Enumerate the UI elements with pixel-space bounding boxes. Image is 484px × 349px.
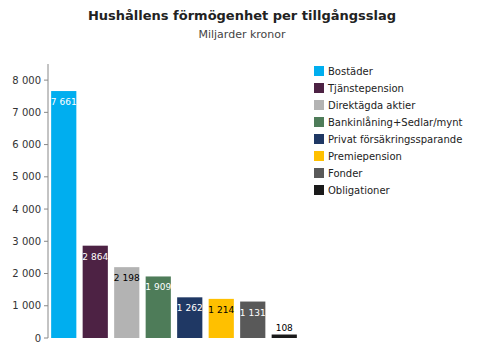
data-label: 2 198 [114, 273, 140, 283]
bar [146, 276, 171, 338]
data-label: 108 [276, 323, 293, 333]
y-tick-label: 7 000 [12, 107, 41, 118]
data-label: 1 909 [145, 282, 171, 292]
y-tick [44, 80, 48, 81]
legend-swatch [314, 117, 324, 127]
legend-swatch [314, 66, 324, 76]
legend-entry: Privat försäkringssparande [328, 134, 462, 145]
legend: Bostäder Tjänstepension Direktägda aktier B… [314, 66, 463, 196]
subtitle: Miljarder kronor [198, 28, 286, 41]
y-tick [44, 338, 48, 339]
data-label: 7 661 [51, 97, 77, 107]
bar [51, 91, 76, 338]
bar [114, 267, 139, 338]
bar [272, 335, 297, 338]
y-tick-label: 2 000 [12, 268, 41, 279]
data-label: 2 864 [82, 252, 108, 262]
legend-entry: Direktägda aktier [328, 100, 416, 111]
data-labels: 7 661 2 864 2 198 1 909 1 262 1 214 1 131 108 [51, 97, 293, 332]
y-tick-label: 5 000 [12, 171, 41, 182]
legend-swatch [314, 100, 324, 110]
legend-entry: Premiepension [328, 151, 402, 162]
y-tick [44, 241, 48, 242]
y-tick-label: 1 000 [12, 300, 41, 311]
data-label: 1 214 [208, 305, 234, 315]
legend-swatch [314, 168, 324, 178]
data-label: 1 262 [177, 303, 203, 313]
chart-container: Hushållens förmögenhet per tillgångsslag… [0, 0, 484, 349]
y-tick [44, 305, 48, 306]
legend-swatch [314, 185, 324, 195]
y-tick-label: 8 000 [12, 75, 41, 86]
y-axis: 0 1 000 2 000 3 000 4 000 5 000 6 000 7 000 8 00… [12, 64, 48, 344]
title: Hushållens förmögenhet per tillgångsslag [88, 8, 396, 23]
bar [209, 299, 234, 338]
y-tick [44, 144, 48, 145]
y-axis-line [48, 64, 49, 338]
y-tick [44, 209, 48, 210]
legend-swatch [314, 83, 324, 93]
data-label: 1 131 [240, 308, 266, 318]
legend-swatch [314, 151, 324, 161]
bar [83, 246, 108, 338]
y-tick [44, 273, 48, 274]
chart-svg: Hushållens förmögenhet per tillgångsslag… [0, 0, 484, 349]
legend-entry: Bostäder [328, 66, 374, 77]
bars [51, 91, 297, 338]
y-tick-label: 6 000 [12, 139, 41, 150]
bar [177, 297, 202, 338]
y-tick-label: 0 [35, 333, 41, 344]
y-tick [44, 176, 48, 177]
y-tick-label: 4 000 [12, 204, 41, 215]
y-tick [44, 112, 48, 113]
bar [240, 302, 265, 338]
legend-entry: Obligationer [328, 185, 391, 196]
legend-entry: Bankinlåning+Sedlar/mynt [328, 116, 463, 128]
legend-entry: Tjänstepension [327, 83, 404, 94]
legend-swatch [314, 134, 324, 144]
legend-entry: Fonder [328, 168, 363, 179]
y-tick-label: 3 000 [12, 236, 41, 247]
